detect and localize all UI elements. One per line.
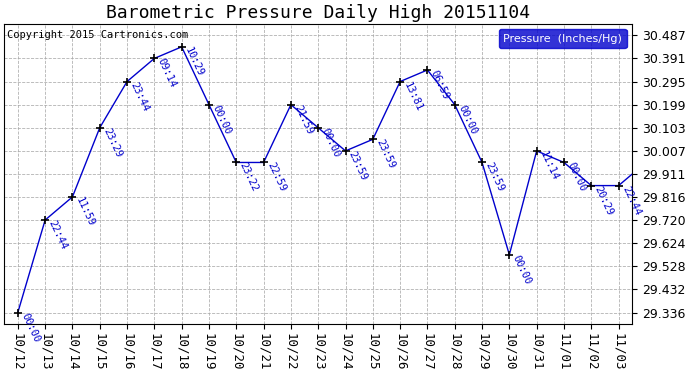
Title: Barometric Pressure Daily High 20151104: Barometric Pressure Daily High 20151104 bbox=[106, 4, 530, 22]
Point bbox=[367, 136, 378, 142]
Point bbox=[258, 159, 269, 165]
Legend: Pressure  (Inches/Hg): Pressure (Inches/Hg) bbox=[499, 29, 627, 48]
Text: 22:44: 22:44 bbox=[46, 219, 69, 251]
Text: 00:00: 00:00 bbox=[319, 126, 342, 159]
Text: 06:59: 06:59 bbox=[428, 69, 451, 101]
Point bbox=[12, 309, 23, 315]
Text: 09:44: 09:44 bbox=[0, 374, 1, 375]
Text: 23:29: 23:29 bbox=[101, 126, 124, 159]
Point bbox=[449, 102, 460, 108]
Text: 00:00: 00:00 bbox=[511, 254, 533, 286]
Point bbox=[230, 159, 241, 165]
Text: 00:00: 00:00 bbox=[456, 103, 478, 136]
Text: 09:14: 09:14 bbox=[156, 57, 178, 90]
Text: 22:59: 22:59 bbox=[265, 161, 287, 194]
Point bbox=[531, 148, 542, 154]
Text: 22:44: 22:44 bbox=[620, 184, 642, 217]
Text: 23:22: 23:22 bbox=[237, 161, 260, 194]
Text: 23:44: 23:44 bbox=[128, 80, 150, 113]
Point bbox=[176, 44, 187, 50]
Text: 00:00: 00:00 bbox=[19, 311, 41, 344]
Point bbox=[149, 56, 160, 62]
Text: 23:59: 23:59 bbox=[347, 150, 369, 182]
Point bbox=[395, 78, 406, 84]
Point bbox=[422, 67, 433, 73]
Point bbox=[613, 183, 624, 189]
Text: 00:00: 00:00 bbox=[565, 161, 588, 194]
Point bbox=[640, 159, 651, 165]
Text: 21:59: 21:59 bbox=[293, 103, 315, 136]
Point bbox=[668, 148, 679, 154]
Text: 13:81: 13:81 bbox=[402, 80, 424, 113]
Point bbox=[558, 159, 569, 165]
Point bbox=[504, 252, 515, 258]
Point bbox=[39, 217, 50, 223]
Text: 00:00: 00:00 bbox=[210, 103, 233, 136]
Text: 10:14: 10:14 bbox=[0, 374, 1, 375]
Point bbox=[340, 148, 351, 154]
Text: Copyright 2015 Cartronics.com: Copyright 2015 Cartronics.com bbox=[8, 30, 188, 40]
Text: 11:14: 11:14 bbox=[538, 150, 560, 182]
Text: 20:29: 20:29 bbox=[593, 184, 615, 217]
Point bbox=[313, 125, 324, 131]
Point bbox=[286, 102, 297, 108]
Point bbox=[586, 183, 597, 189]
Point bbox=[95, 125, 106, 131]
Text: 23:59: 23:59 bbox=[484, 161, 506, 194]
Text: 10:29: 10:29 bbox=[183, 45, 206, 78]
Point bbox=[121, 78, 132, 84]
Text: 23:59: 23:59 bbox=[374, 138, 397, 171]
Point bbox=[477, 159, 488, 165]
Text: 11:59: 11:59 bbox=[74, 195, 96, 228]
Point bbox=[204, 102, 215, 108]
Point bbox=[67, 194, 78, 200]
